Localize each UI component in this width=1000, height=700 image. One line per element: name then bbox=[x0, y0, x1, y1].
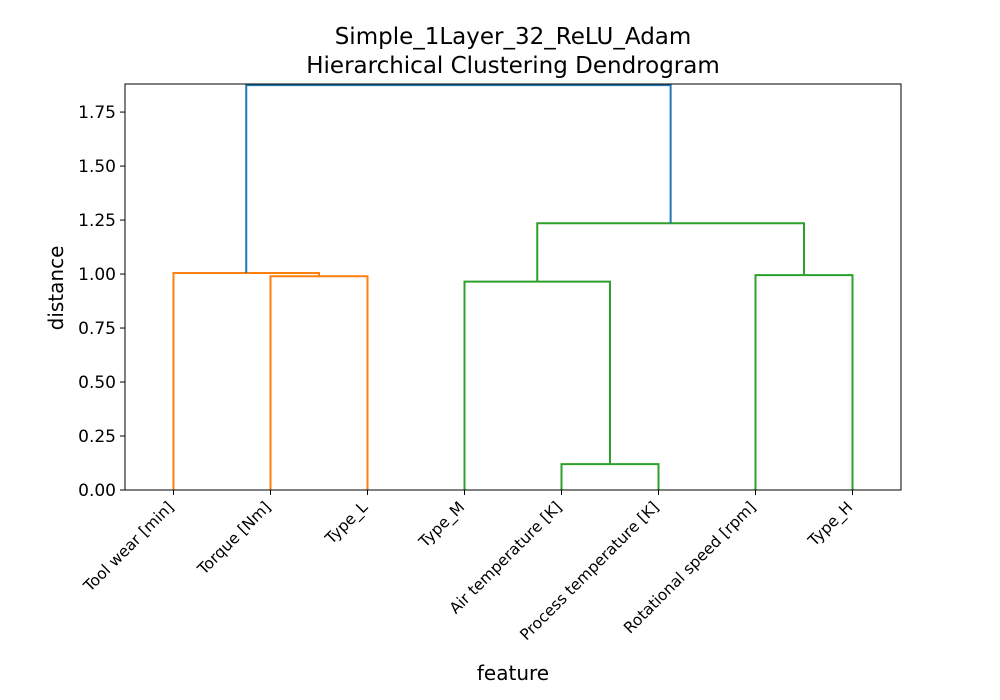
x-tick-label: Type_H bbox=[804, 498, 857, 551]
chart-title: Simple_1Layer_32_ReLU_Adam bbox=[334, 24, 692, 50]
x-tick-label: Torque [Nm] bbox=[193, 498, 274, 579]
y-tick-label: 0.00 bbox=[78, 481, 116, 501]
x-tick-label: Tool wear [min] bbox=[79, 498, 177, 596]
x-tick-label: Type_L bbox=[321, 498, 372, 549]
y-tick-label: 0.75 bbox=[78, 319, 116, 339]
chart-subtitle: Hierarchical Clustering Dendrogram bbox=[306, 53, 720, 79]
dendrogram-link bbox=[269, 275, 369, 490]
y-tick-label: 0.25 bbox=[78, 427, 116, 447]
dendrogram-link bbox=[536, 222, 805, 282]
x-tick-label: Type_M bbox=[415, 498, 469, 552]
y-tick-label: 1.50 bbox=[78, 157, 116, 177]
dendrogram-link bbox=[754, 274, 854, 490]
y-tick-label: 1.75 bbox=[78, 103, 116, 123]
x-axis-label: feature bbox=[476, 661, 550, 685]
dendrogram-link bbox=[172, 271, 320, 490]
plot-frame bbox=[124, 83, 902, 491]
dendrogram-link bbox=[463, 280, 611, 490]
y-axis-label: distance bbox=[44, 245, 68, 331]
y-tick-label: 1.00 bbox=[78, 265, 116, 285]
dendrogram-link bbox=[560, 463, 660, 490]
y-tick-label: 0.50 bbox=[78, 373, 116, 393]
y-tick-label: 1.25 bbox=[78, 211, 116, 231]
dendrogram-link bbox=[245, 84, 672, 273]
